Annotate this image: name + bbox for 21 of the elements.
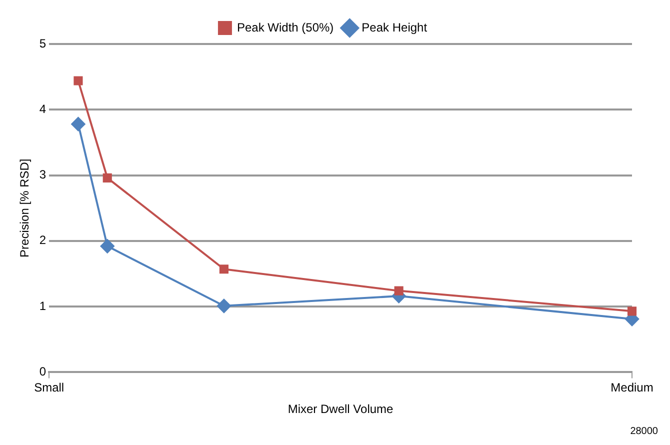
y-axis-title: Precision [% RSD] [18, 158, 32, 258]
point [219, 264, 228, 274]
x-tick-label: Small [34, 380, 64, 395]
point [100, 239, 114, 254]
point [102, 173, 112, 182]
legend-label: Peak Height [362, 20, 428, 34]
y-tick-label: 3 [39, 168, 46, 182]
x-tick-label: Medium [610, 380, 654, 395]
point [627, 306, 637, 316]
point [71, 117, 86, 132]
y-tick-label: 1 [39, 298, 46, 313]
y-tick-label: 2 [39, 233, 46, 248]
point [394, 286, 404, 296]
point [216, 298, 231, 313]
x-axis-title: Mixer Dwell Volume [288, 402, 394, 416]
y-tick-label: 4 [39, 102, 46, 116]
point [74, 76, 83, 86]
legend-label: Peak Width (50%) [236, 20, 334, 34]
y-tick-label: 0 [39, 364, 46, 379]
y-tick-label: 5 [39, 36, 46, 50]
text: 28000 [630, 426, 658, 437]
